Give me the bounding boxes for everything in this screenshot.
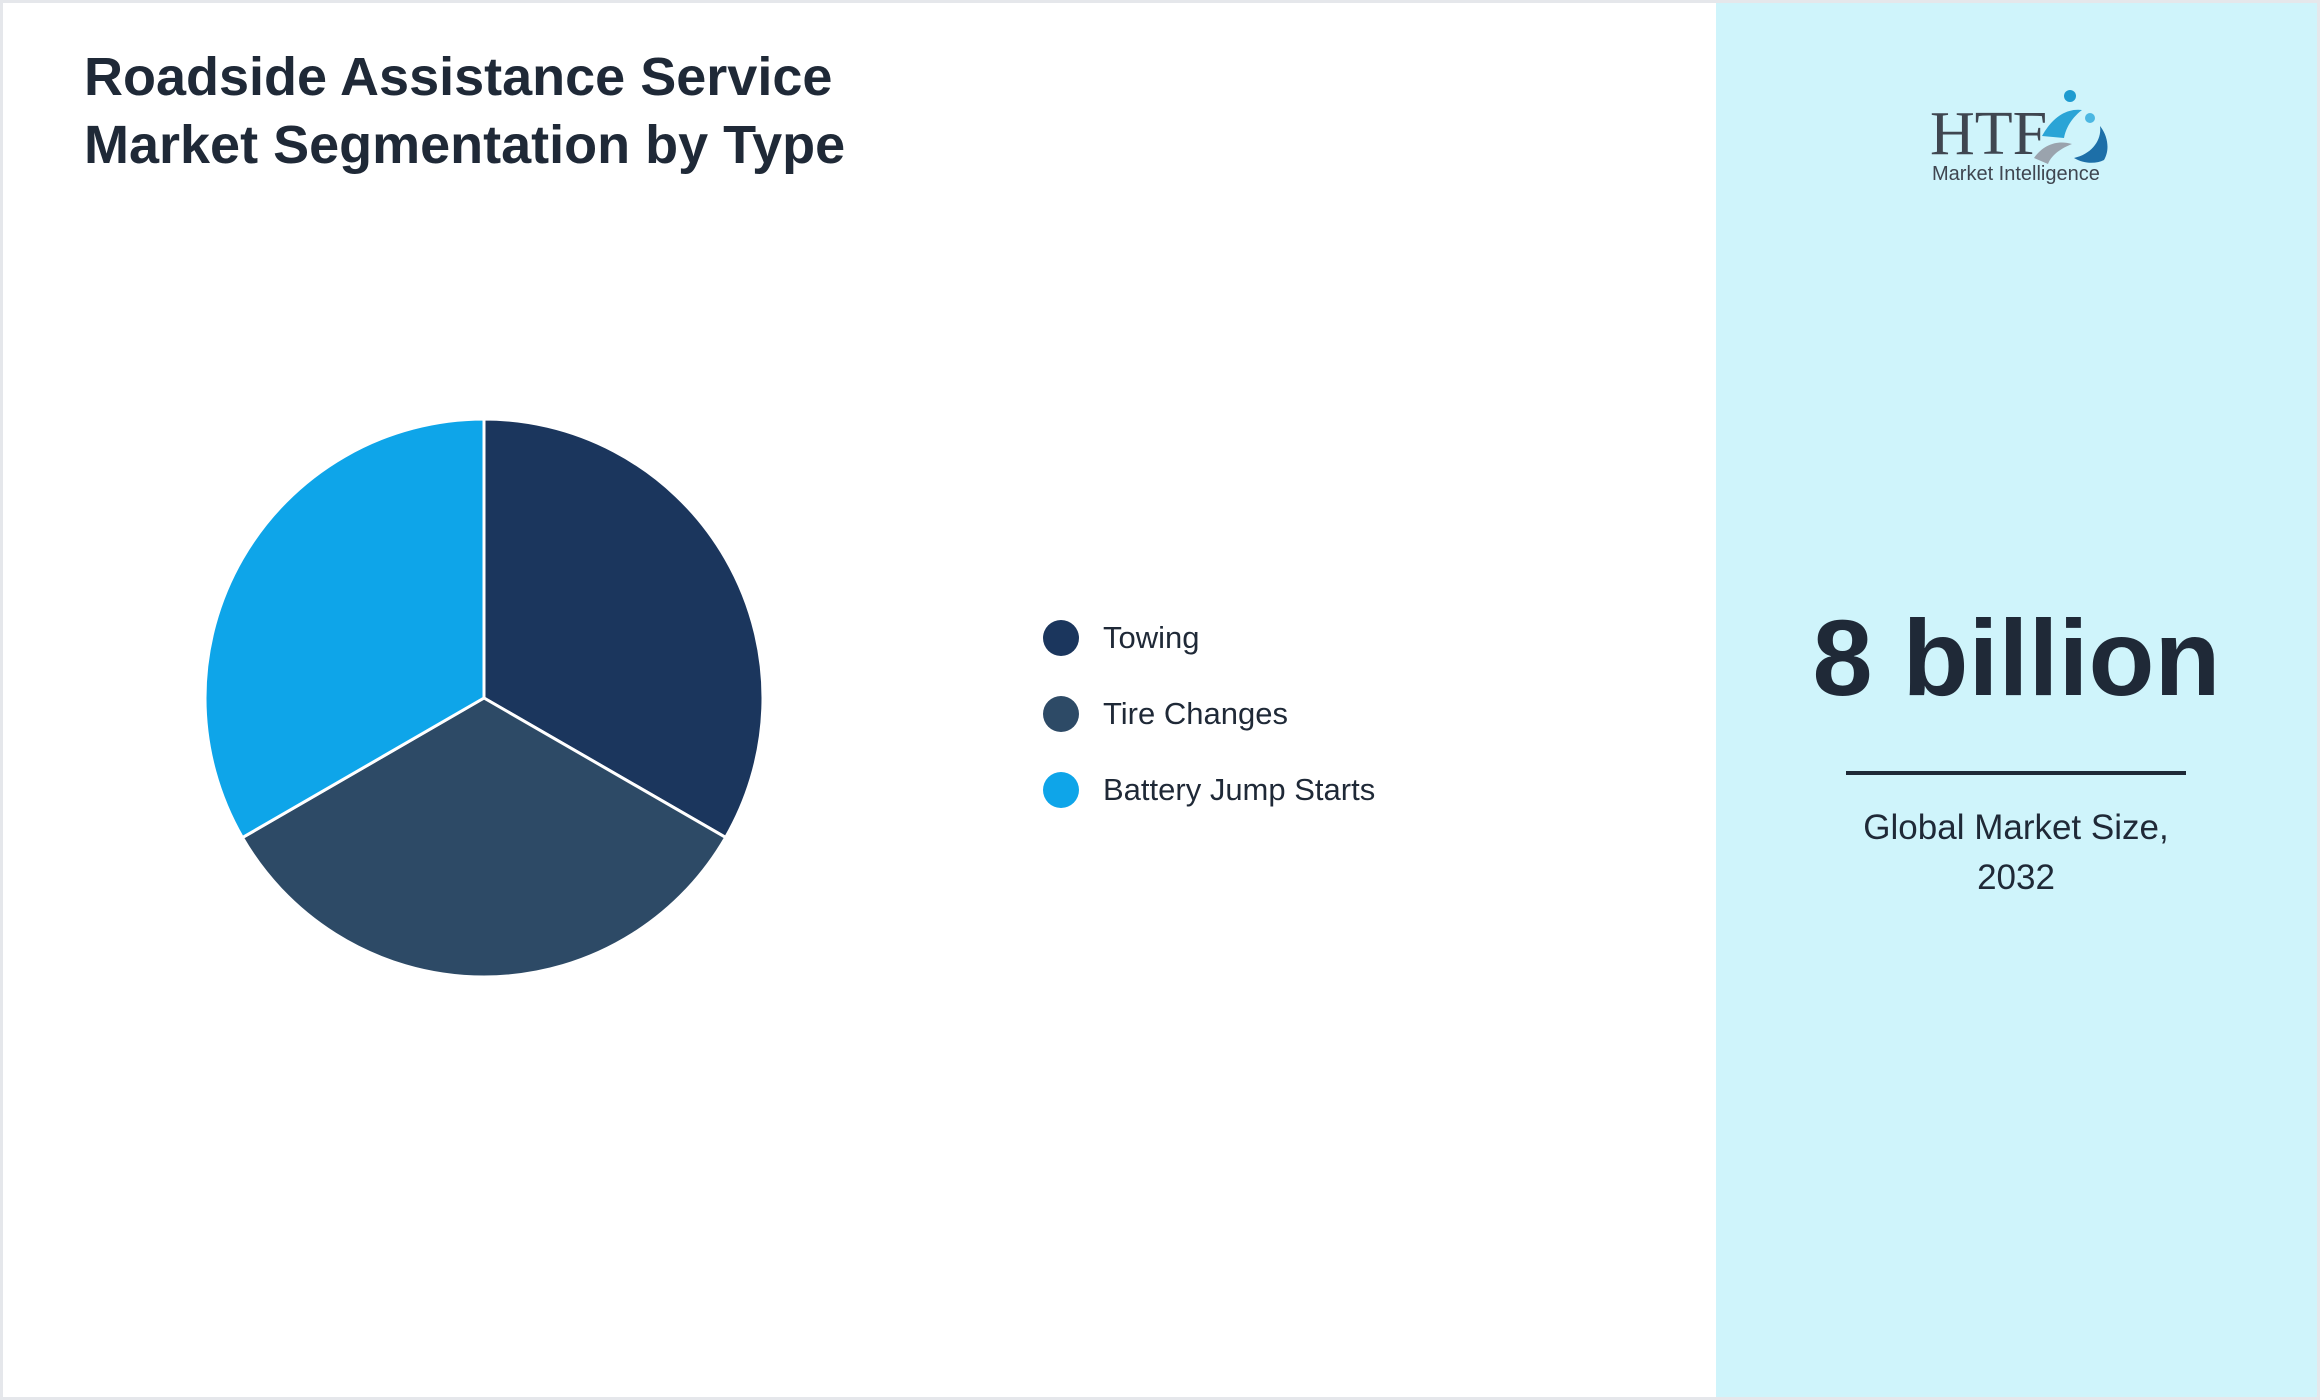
chart-panel: Roadside Assistance Service Market Segme… [3, 3, 1716, 1397]
logo-figure-body-3 [2034, 142, 2072, 164]
htf-logo: HTF Market Intelligence [1930, 90, 2108, 185]
logo-figure-body-2 [2074, 126, 2108, 163]
logo-brand-text: HTF [1930, 100, 2047, 168]
logo-figure-head-1 [2064, 90, 2076, 102]
market-size-caption: Global Market Size, 2032 [1816, 803, 2216, 903]
pie-chart [203, 417, 765, 979]
legend-swatch-tire-changes [1043, 696, 1079, 732]
chart-title: Roadside Assistance Service Market Segme… [84, 43, 845, 179]
pie-slice-battery-jump-starts [203, 417, 486, 840]
logo-tagline: Market Intelligence [1932, 163, 2100, 185]
market-size-value: 8 billion [1812, 597, 2221, 718]
market-size-caption-line-2: 2032 [1977, 858, 2055, 897]
chart-legend: Towing Tire Changes Battery Jump Starts [1043, 600, 1375, 828]
logo-figure-body-1 [2042, 109, 2082, 138]
logo-figure-head-2 [2085, 113, 2095, 123]
legend-label-tire-changes: Tire Changes [1103, 696, 1288, 731]
legend-swatch-battery-jump-starts [1043, 772, 1079, 808]
market-size-caption-line-1: Global Market Size, [1863, 808, 2169, 847]
legend-item-tire-changes: Tire Changes [1043, 676, 1375, 752]
chart-title-line-1: Roadside Assistance Service [84, 47, 833, 107]
legend-swatch-towing [1043, 620, 1079, 656]
legend-item-towing: Towing [1043, 600, 1375, 676]
page-frame: Roadside Assistance Service Market Segme… [3, 3, 2317, 1397]
stat-panel: HTF Market Intelligence 8 billion Global… [1716, 3, 2317, 1397]
chart-title-line-2: Market Segmentation by Type [84, 115, 846, 175]
stat-divider [1846, 771, 2186, 775]
legend-label-battery-jump-starts: Battery Jump Starts [1103, 772, 1376, 807]
legend-label-towing: Towing [1103, 620, 1200, 655]
pie-slice-tire-changes [240, 696, 728, 979]
pie-slice-towing [482, 417, 765, 839]
legend-item-battery-jump-starts: Battery Jump Starts [1043, 752, 1375, 828]
